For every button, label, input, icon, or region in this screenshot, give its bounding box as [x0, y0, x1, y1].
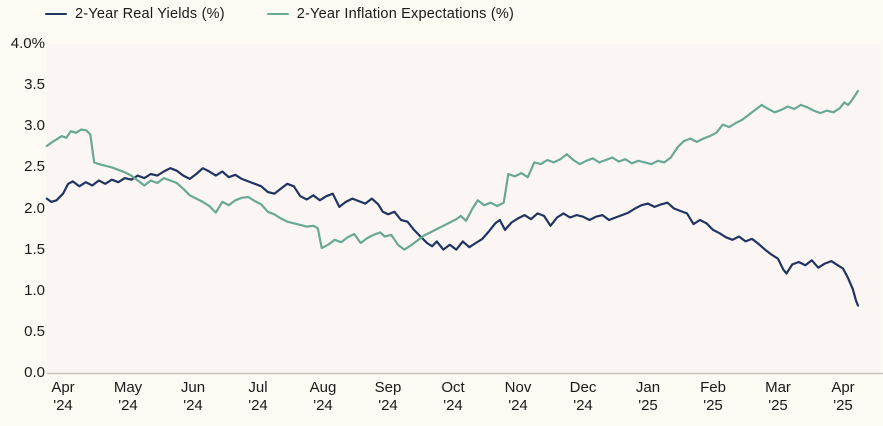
plot-background [47, 44, 881, 373]
inflation-expectations-line-swatch [266, 12, 289, 16]
y-tick-label: 0.5 [24, 322, 45, 340]
x-tick-label: Apr '24 [51, 379, 75, 414]
legend-item-real-yields: 2-Year Real Yields (%) [45, 6, 225, 22]
x-tick-label: Apr '25 [831, 379, 855, 414]
y-tick-label: 0.0 [24, 364, 45, 381]
x-tick-label: Mar '25 [765, 379, 791, 414]
x-tick-label: Dec '24 [569, 379, 597, 414]
chart-legend: 2-Year Real Yields (%) 2-Year Inflation … [45, 6, 514, 22]
x-tick-label: May '24 [113, 379, 143, 414]
x-tick-label: Jun '24 [180, 379, 206, 414]
x-tick-label: Feb '25 [700, 379, 726, 414]
y-tick-label: 1.5 [24, 240, 45, 258]
legend-label-real-yields: 2-Year Real Yields (%) [75, 6, 225, 22]
x-tick-label: Jul '24 [248, 379, 268, 414]
y-tick-label: 3.0 [24, 117, 45, 135]
inflation-expectations-line [45, 89, 860, 251]
x-tick-label: Oct '24 [441, 379, 465, 414]
legend-label-inflation-expectations: 2-Year Inflation Expectations (%) [296, 6, 514, 22]
y-tick-label: 3.5 [24, 76, 45, 94]
x-tick-label: Jan '25 [635, 379, 661, 414]
real-yields-line [45, 167, 860, 307]
real-yields-line-swatch [45, 12, 67, 16]
y-tick-label: 4.0% [10, 35, 45, 52]
y-tick-label: 1.0 [24, 281, 45, 299]
x-tick-label: Nov '24 [504, 379, 532, 414]
x-tick-label: Sep '24 [374, 379, 402, 414]
y-tick-label: 2.5 [24, 158, 45, 176]
y-tick-label: 2.0 [24, 199, 45, 217]
legend-item-inflation-expectations: 2-Year Inflation Expectations (%) [266, 6, 514, 22]
x-tick-label: Aug '24 [309, 379, 337, 414]
